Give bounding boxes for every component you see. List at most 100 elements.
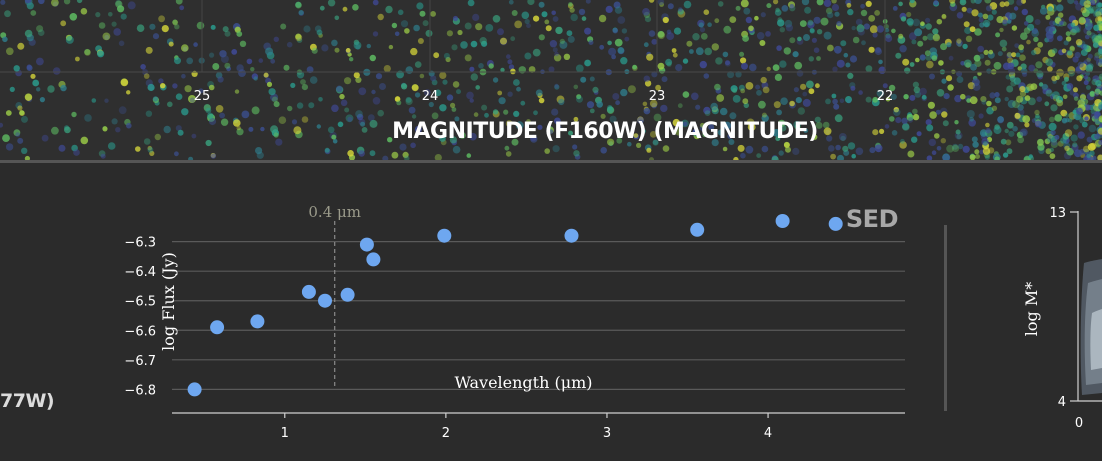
magnitude-point [221,119,228,126]
magnitude-point [17,138,23,144]
sed-point[interactable] [366,252,380,266]
magnitude-point [1042,84,1048,90]
magnitude-point [920,21,925,26]
magnitude-point [160,83,165,88]
magnitude-point [174,57,181,64]
magnitude-point [850,55,857,62]
magnitude-point [615,39,623,47]
magnitude-point [1007,57,1013,63]
magnitude-point [128,1,136,9]
magnitude-point [84,114,92,122]
magnitude-point [934,133,940,139]
magnitude-point [399,144,406,151]
magnitude-point [1050,104,1057,111]
magnitude-point [287,106,292,111]
magnitude-point [550,40,557,47]
magnitude-point [1008,68,1015,75]
magnitude-point [646,54,653,61]
magnitude-point [344,108,349,113]
magnitude-point [651,39,657,45]
magnitude-point [415,92,420,97]
sed-point[interactable] [829,217,843,231]
magnitude-point [1078,131,1085,138]
magnitude-point [211,25,216,30]
sed-x-tick-label: 1 [281,426,289,441]
magnitude-point [312,48,318,54]
magnitude-point [520,101,525,106]
magnitude-point [683,91,690,98]
magnitude-tick-label: 22 [877,89,894,104]
magnitude-point [331,40,338,47]
sed-point[interactable] [437,229,451,243]
magnitude-point [1044,101,1049,106]
magnitude-point [1065,113,1070,118]
sed-point[interactable] [360,238,374,252]
magnitude-point [404,28,410,34]
magnitude-point [914,28,922,36]
sed-y-tick-label: −6.6 [124,324,156,339]
magnitude-point [209,53,214,58]
magnitude-point [269,88,276,95]
magnitude-point [1092,79,1098,85]
magnitude-point [450,103,455,108]
magnitude-point [525,19,530,24]
magnitude-point [985,123,990,128]
magnitude-point [73,149,80,156]
magnitude-point [470,98,474,102]
magnitude-point [607,105,612,110]
magnitude-point [42,135,49,142]
sed-point[interactable] [690,223,704,237]
magnitude-point [1034,110,1039,115]
magnitude-point [978,13,983,18]
magnitude-point [317,124,321,128]
magnitude-point [644,42,649,47]
panel-scrollbar[interactable] [944,225,947,411]
magnitude-point [826,135,832,141]
magnitude-point [206,140,212,146]
sed-point[interactable] [188,382,202,396]
magnitude-point [853,37,860,44]
magnitude-point [821,18,829,26]
magnitude-point [941,79,946,84]
magnitude-point [158,15,165,22]
magnitude-point [489,63,494,68]
magnitude-point [248,127,253,132]
magnitude-point [36,58,44,66]
magnitude-point [493,15,501,23]
sed-point[interactable] [776,214,790,228]
magnitude-point [576,96,583,103]
magnitude-point [295,34,302,41]
magnitude-point [868,15,875,22]
magnitude-point [174,151,179,156]
magnitude-point [600,147,607,154]
magnitude-point [21,116,28,123]
magnitude-point [580,77,586,83]
magnitude-point [741,0,749,7]
sed-point[interactable] [210,320,224,334]
sed-point[interactable] [302,285,316,299]
mass-panel: 13 4 0 log M* [1022,206,1102,431]
magnitude-point [794,87,799,92]
magnitude-point [117,5,124,12]
sed-point[interactable] [318,294,332,308]
sed-point[interactable] [565,229,579,243]
magnitude-point [1087,31,1092,36]
magnitude-point [497,91,502,96]
magnitude-point [933,0,938,5]
magnitude-point [860,4,865,9]
magnitude-point [275,139,282,146]
magnitude-point [972,136,978,142]
magnitude-point [1025,95,1031,101]
sed-point[interactable] [250,314,264,328]
magnitude-point [572,144,577,149]
magnitude-point [1048,6,1053,11]
magnitude-point [1035,19,1041,25]
magnitude-point [1012,25,1017,30]
magnitude-point [526,23,531,28]
magnitude-point [439,104,446,111]
magnitude-point [691,93,699,101]
magnitude-point [456,89,461,94]
sed-point[interactable] [341,288,355,302]
magnitude-point [162,25,169,32]
